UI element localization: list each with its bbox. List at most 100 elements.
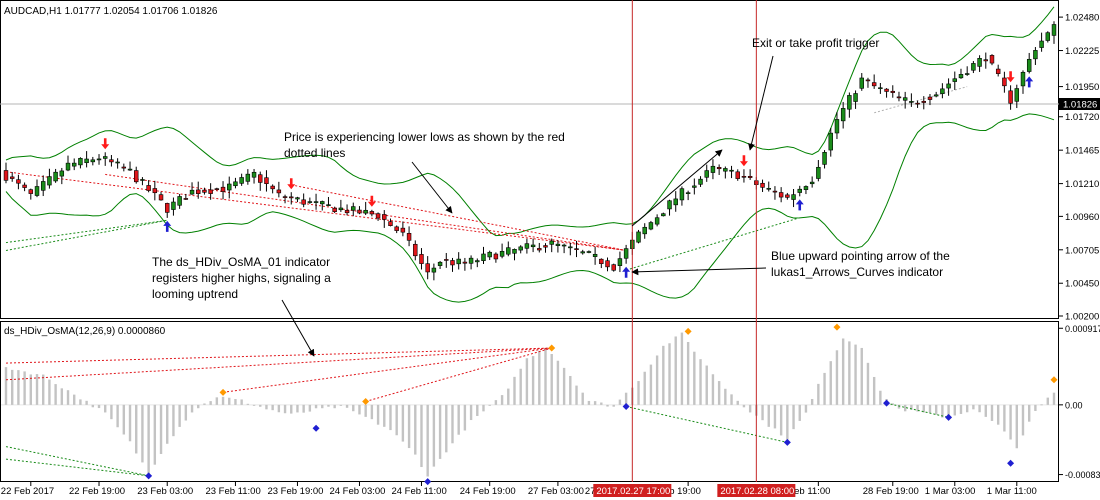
candle xyxy=(28,188,34,200)
osma-bar xyxy=(569,375,572,405)
candle xyxy=(673,191,678,212)
annotation-higher-highs: The ds_HDiv_OsMA_01 indicator registers … xyxy=(152,255,331,357)
candle xyxy=(444,252,449,268)
candle-body xyxy=(59,170,65,177)
candle xyxy=(468,255,474,270)
osma-bar xyxy=(730,394,733,405)
candle-body xyxy=(983,59,989,62)
candle xyxy=(586,250,592,254)
candle xyxy=(282,194,288,204)
osma-bar xyxy=(798,404,801,421)
candle-body xyxy=(3,170,9,181)
signal-arrows xyxy=(101,71,1034,278)
candle xyxy=(369,209,375,217)
candle xyxy=(816,160,821,182)
candles xyxy=(3,21,1057,281)
osma-tick-label: 0.000917 xyxy=(1065,324,1100,334)
candle xyxy=(537,242,542,253)
price-tick-label: 1.02480 xyxy=(1065,13,1099,24)
candle xyxy=(723,166,728,179)
osma-diamond-marker xyxy=(219,388,227,396)
osma-bar xyxy=(848,341,851,405)
osma-bar xyxy=(333,404,336,409)
osma-bar xyxy=(996,404,1000,425)
candle xyxy=(958,68,964,79)
candle xyxy=(289,192,294,205)
candle-body xyxy=(208,189,213,194)
candle-body xyxy=(828,132,833,151)
candle-body xyxy=(704,170,709,178)
osma-bar xyxy=(122,404,126,435)
osma-diamond-marker xyxy=(312,424,320,432)
candle xyxy=(233,177,238,189)
osma-bar xyxy=(606,404,609,407)
osma-divergence-line xyxy=(626,406,788,443)
candle-body xyxy=(636,231,641,243)
candle xyxy=(47,168,52,189)
candle xyxy=(946,78,951,96)
candle xyxy=(171,197,176,216)
osma-bar xyxy=(128,404,132,442)
highlight-time-bg xyxy=(593,484,672,497)
osma-bar xyxy=(327,404,330,407)
candle xyxy=(617,251,623,273)
osma-bar xyxy=(593,401,597,405)
osma-bar xyxy=(1034,404,1037,411)
candle xyxy=(549,238,554,253)
candle-body xyxy=(896,96,902,99)
candle xyxy=(437,260,443,269)
candle-body xyxy=(382,214,387,220)
osma-bar xyxy=(259,404,262,407)
bollinger-bands xyxy=(5,6,1055,303)
candle-body xyxy=(375,213,381,219)
time-tick-label: Feb 19:00 xyxy=(658,486,701,497)
candle-body xyxy=(270,185,275,190)
osma-title: ds_HDiv_OsMA(12,26,9) 0.0000860 xyxy=(4,326,166,337)
osma-bar xyxy=(23,371,26,405)
osma-diamond-marker xyxy=(883,399,891,407)
osma-bar xyxy=(147,404,150,474)
time-tick-label: 23 Feb 11:00 xyxy=(205,486,260,497)
osma-bar xyxy=(891,403,894,405)
candle-body xyxy=(723,168,728,172)
osma-bar xyxy=(166,404,169,444)
osma-diamond-marker xyxy=(424,478,432,486)
candle-body xyxy=(871,82,877,87)
candle xyxy=(152,180,158,201)
candle-body xyxy=(853,93,858,102)
candle xyxy=(636,229,641,244)
osma-bar xyxy=(1021,404,1025,436)
highlight-time-text: 2017.02.27 17:00 xyxy=(596,486,670,497)
candle xyxy=(419,248,424,270)
candle xyxy=(59,167,65,185)
osma-bar xyxy=(612,404,615,407)
candle-body xyxy=(685,192,691,194)
osma-tick-label: 0.00 xyxy=(1065,400,1083,410)
osma-bar xyxy=(153,404,157,465)
candle xyxy=(53,168,58,183)
osma-bar xyxy=(420,404,423,468)
candle xyxy=(227,176,232,199)
osma-bar xyxy=(1052,392,1056,405)
candle-body xyxy=(152,188,158,194)
osma-bar xyxy=(308,404,312,412)
osma-bar xyxy=(135,404,138,454)
price-tick-label: 1.00960 xyxy=(1065,212,1099,223)
candle-body xyxy=(530,244,536,248)
osma-bar xyxy=(432,404,436,467)
candle-body xyxy=(344,210,350,214)
time-tick-label: 22 Feb 19:00 xyxy=(69,486,125,497)
osma-bar xyxy=(978,404,981,413)
candle-body xyxy=(679,188,685,201)
candle xyxy=(834,111,840,140)
candle xyxy=(760,179,765,192)
osma-bar xyxy=(717,381,721,405)
price-tick-label: 1.00705 xyxy=(1065,245,1099,256)
osma-bar xyxy=(296,404,299,413)
candle xyxy=(859,73,864,91)
osma-bar xyxy=(823,372,826,405)
candle-body xyxy=(481,253,486,261)
candle-body xyxy=(878,87,883,90)
bollinger-lower-band xyxy=(5,113,1055,303)
candle-body xyxy=(357,209,362,214)
